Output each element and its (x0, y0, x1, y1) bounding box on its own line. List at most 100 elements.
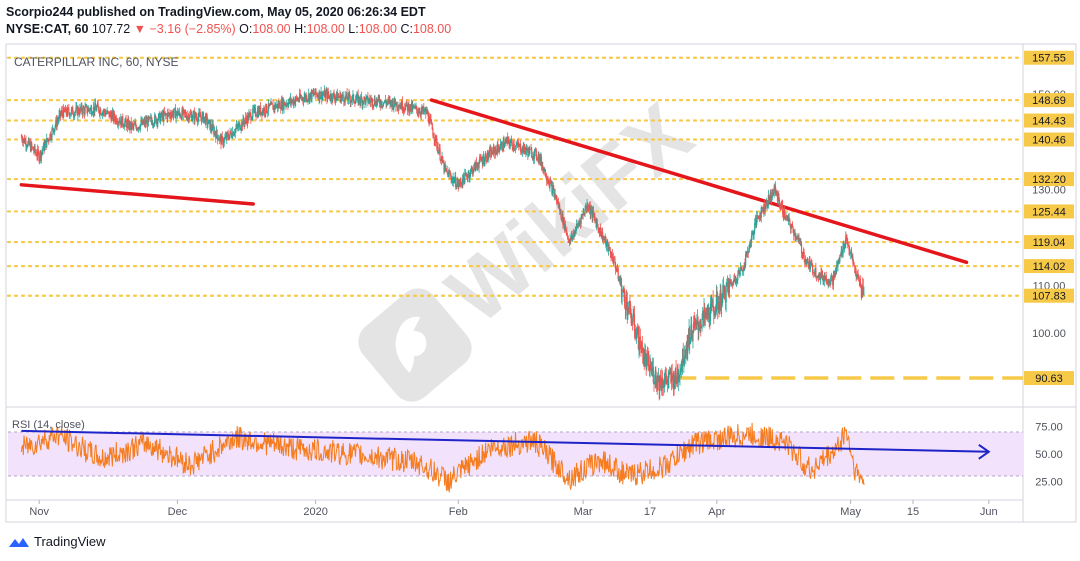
candle-body (121, 116, 123, 127)
watermark-badge (358, 288, 472, 402)
candle-body (771, 189, 773, 199)
candle-body (116, 122, 118, 124)
candle-body (131, 124, 133, 129)
candle-body (176, 110, 178, 114)
candle-body (219, 136, 221, 137)
candle-body (663, 380, 665, 387)
candle-body (577, 222, 580, 226)
candle-body (408, 104, 410, 113)
candle-body (735, 281, 738, 283)
candle-body (40, 151, 42, 159)
candle-body (142, 119, 144, 124)
candle-body (698, 327, 700, 331)
candle-body (478, 162, 480, 168)
candle-body (154, 115, 156, 117)
candle-body (414, 106, 416, 108)
candle-body (90, 107, 92, 109)
candle-body (375, 100, 377, 107)
candle-body (270, 102, 272, 105)
candle-body (88, 108, 90, 110)
candle-body (223, 138, 225, 143)
candle-body (484, 154, 487, 158)
level-label-box (1024, 204, 1074, 219)
candle-body (317, 96, 320, 100)
candle-body (464, 173, 466, 184)
candle-body (330, 94, 332, 100)
candle-body (172, 111, 174, 117)
candle-body (586, 203, 588, 209)
candle-body (572, 235, 574, 239)
candle-body (62, 113, 64, 118)
candle-body (693, 322, 695, 323)
candle-body (102, 111, 104, 113)
candle-body (157, 119, 159, 124)
candle-body (250, 113, 252, 121)
candle-body (664, 379, 666, 381)
candle-body (644, 353, 647, 358)
candle-body (145, 120, 147, 124)
candle-body (655, 370, 657, 383)
footer-brand[interactable]: TradingView (8, 534, 106, 549)
candle-body (197, 117, 199, 122)
candle-body (696, 318, 699, 325)
wikifx-watermark: WikiFX (358, 85, 710, 402)
candle-body (339, 93, 342, 103)
candle-body (587, 203, 589, 209)
candle-body (393, 98, 396, 106)
candle-body (619, 280, 621, 284)
candle-body (215, 129, 218, 139)
candle-body (359, 101, 361, 103)
candle-body (35, 152, 37, 156)
candle-body (825, 275, 827, 282)
candle-body (474, 162, 476, 171)
candle-body (782, 204, 784, 215)
candle-body (620, 278, 623, 298)
candle-body (322, 94, 324, 96)
price-trendline (429, 98, 969, 265)
candle-body (639, 336, 641, 349)
candle-body (58, 114, 60, 120)
chart-frame (5, 43, 1077, 523)
candle-body (208, 120, 210, 124)
candle-body (661, 378, 664, 388)
candle-body (287, 105, 289, 107)
candle-body (404, 109, 406, 111)
candle-body (275, 106, 277, 109)
candle-body (434, 140, 436, 142)
candle-body (856, 275, 858, 278)
candle-body (329, 98, 331, 100)
candle-body (754, 219, 756, 223)
candle-body (109, 112, 111, 117)
candle-body (553, 188, 555, 196)
candle-body (137, 127, 140, 130)
candle-body (164, 113, 166, 115)
candle-body (141, 120, 143, 125)
candle-body (784, 209, 786, 219)
candle-body (821, 271, 823, 280)
candle-body (183, 110, 186, 113)
candle-body (472, 170, 474, 175)
rsi-trendline (21, 429, 989, 453)
candle-body (555, 195, 558, 202)
candle-body (408, 110, 411, 113)
candle-body (158, 112, 160, 115)
candle-body (613, 256, 615, 263)
candle-body (281, 100, 283, 110)
candle-body (150, 117, 152, 119)
candle-body (163, 111, 166, 115)
candle-body (416, 106, 418, 110)
candle-body (428, 121, 430, 125)
candle-body (757, 216, 759, 218)
candle-body (344, 95, 346, 103)
candle-body (780, 204, 782, 207)
candle-body (76, 106, 78, 116)
candle-body (32, 147, 34, 151)
candle-body (685, 354, 687, 357)
candle-body (766, 200, 768, 206)
candle-body (788, 217, 790, 220)
candle-body (310, 92, 312, 95)
candle-body (470, 168, 472, 170)
candle-body (492, 153, 494, 155)
candle-body (704, 312, 706, 317)
